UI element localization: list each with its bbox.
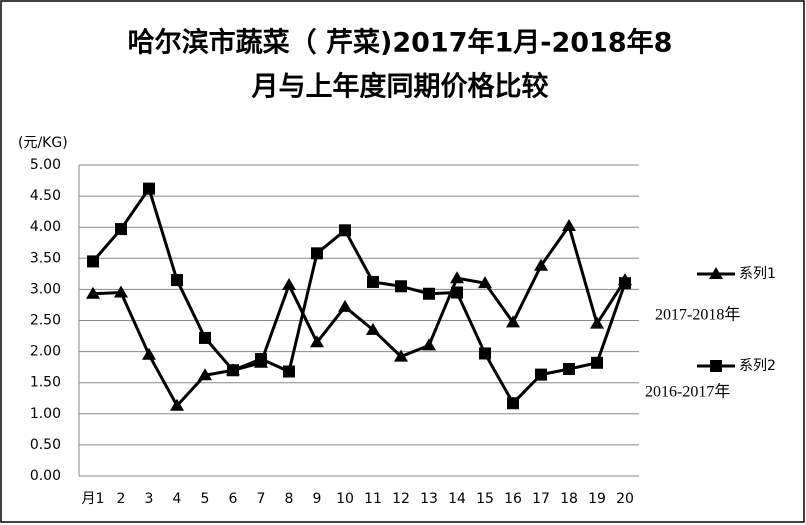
data-point [535, 368, 547, 381]
data-point [506, 315, 520, 328]
data-point [366, 322, 380, 335]
data-point [423, 287, 435, 300]
x-tick-label: 7 [257, 491, 266, 507]
x-tick-label: 18 [560, 491, 578, 507]
data-point [198, 368, 212, 381]
y-tick-label: 4.00 [30, 219, 61, 235]
y-tick-label: 0.00 [30, 468, 61, 484]
data-point [367, 275, 379, 288]
y-tick-label: 4.50 [30, 188, 61, 204]
legend-label: 系列2 [739, 358, 776, 374]
x-tick-label: 13 [420, 491, 438, 507]
x-tick-label: 14 [448, 491, 466, 507]
y-tick-label: 5.00 [30, 157, 61, 173]
y-tick-label: 2.00 [30, 344, 61, 360]
data-point [395, 280, 407, 293]
legend-marker [709, 267, 723, 279]
data-point [283, 365, 295, 378]
legend-label: 系列1 [739, 266, 776, 282]
x-tick-label: 2 [117, 491, 126, 507]
data-point [311, 247, 323, 260]
data-point [282, 278, 296, 291]
data-point [199, 331, 211, 344]
data-point [422, 338, 436, 351]
data-point [479, 347, 491, 360]
data-point [562, 218, 576, 231]
x-tick-label: 3 [145, 491, 154, 507]
data-point [590, 316, 604, 329]
y-tick-label: 3.50 [30, 250, 61, 266]
data-point [114, 285, 128, 298]
data-point [115, 223, 127, 236]
data-point [170, 398, 184, 411]
series-line [92, 222, 627, 409]
data-point [171, 274, 183, 287]
y-tick-label: 1.50 [30, 375, 61, 391]
y-axis-label: (元/KG) [18, 135, 68, 151]
data-point [143, 182, 155, 195]
data-point [591, 356, 603, 369]
y-tick-label: 2.50 [30, 313, 61, 329]
x-tick-label: 11 [364, 491, 382, 507]
data-point [534, 258, 548, 271]
chart-title: 月与上年度同期价格比较 [251, 71, 549, 103]
x-tick-label: 15 [476, 491, 494, 507]
data-point [338, 299, 352, 312]
x-tick-label: 4 [173, 491, 182, 507]
data-point [478, 276, 492, 289]
y-tick-label: 1.00 [30, 406, 61, 422]
data-point [451, 286, 463, 299]
data-point [563, 363, 575, 376]
x-tick-label: 5 [201, 491, 210, 507]
data-point [255, 353, 267, 366]
y-tick-label: 0.50 [30, 437, 61, 453]
chart-title: 哈尔滨市蔬菜（ 芹菜)2017年1月-2018年8 [128, 27, 673, 59]
data-point [339, 224, 351, 237]
x-tick-label: 17 [532, 491, 550, 507]
x-tick-label: 19 [588, 491, 606, 507]
annotation: 2016-2017年 [645, 383, 730, 401]
annotation: 2017-2018年 [655, 306, 740, 324]
data-point [619, 277, 631, 290]
y-tick-label: 3.00 [30, 281, 61, 297]
data-point [310, 335, 324, 348]
x-tick-label: 9 [313, 491, 322, 507]
x-tick-label: 16 [504, 491, 522, 507]
data-point [87, 255, 99, 268]
data-point [227, 364, 239, 377]
x-tick-label: 10 [336, 491, 354, 507]
x-tick-label: 8 [285, 491, 294, 507]
x-tick-label: 6 [229, 491, 238, 507]
data-point [450, 271, 464, 284]
x-tick-label: 12 [392, 491, 410, 507]
data-point [507, 397, 519, 410]
data-point [394, 349, 408, 362]
x-tick-label: 月1 [82, 491, 105, 507]
legend-marker [710, 360, 722, 372]
data-point [86, 286, 100, 299]
data-point [142, 347, 156, 360]
x-tick-label: 20 [616, 491, 634, 507]
